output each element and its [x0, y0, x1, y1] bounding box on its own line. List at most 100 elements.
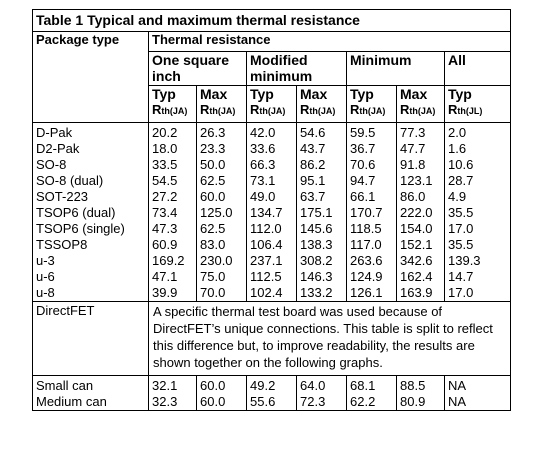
value-cell: 62.5 [196, 173, 247, 189]
value-cell: 49.0 [246, 189, 297, 205]
value-cell: 73.1 [246, 173, 297, 189]
value-cell: 123.1 [396, 173, 445, 189]
value-cell: 134.7 [246, 205, 297, 221]
table-row: SO-8 (dual) 54.5 62.5 73.1 95.1 94.7 123.1 28.7 [32, 173, 512, 189]
value-cell: 20.2 [148, 122, 197, 141]
value-cell: 17.0 [443, 221, 512, 237]
value-cell: 28.7 [443, 173, 512, 189]
value-cell: 4.9 [443, 189, 512, 205]
value-cell: 125.0 [196, 205, 247, 221]
value-cell: 43.7 [296, 141, 347, 157]
value-cell: 237.1 [246, 253, 297, 269]
table-row: SO-8 33.5 50.0 66.3 86.2 70.6 91.8 10.6 [32, 157, 512, 173]
thermal-resistance-table: Table 1 Typical and maximum thermal resi… [31, 9, 512, 411]
value-cell: 62.5 [196, 221, 247, 237]
package-name: SO-8 (dual) [32, 173, 149, 189]
typ-header: Typ Rth(JL) [443, 85, 512, 123]
value-cell: 162.4 [396, 269, 445, 285]
value-cell: 91.8 [396, 157, 445, 173]
table-title: Table 1 Typical and maximum thermal resi… [31, 9, 512, 32]
table-row: u-6 47.1 75.0 112.5 146.3 124.9 162.4 14.7 [32, 269, 512, 285]
value-cell: 175.1 [296, 205, 347, 221]
value-cell: 70.0 [196, 285, 247, 302]
value-cell: 68.1 [346, 375, 397, 394]
value-cell: 32.1 [148, 375, 197, 394]
value-cell: 95.1 [296, 173, 347, 189]
value-cell: 263.6 [346, 253, 397, 269]
value-cell: 60.9 [148, 237, 197, 253]
value-cell: 88.5 [396, 375, 445, 394]
value-cell: NA [443, 375, 512, 394]
value-cell: 33.5 [148, 157, 197, 173]
value-cell: 72.3 [296, 394, 347, 411]
table-row: TSOP6 (single) 47.3 62.5 112.0 145.6 118.5 154… [32, 221, 512, 237]
group-header-all: All [443, 51, 512, 86]
value-cell: 60.0 [196, 189, 247, 205]
value-cell: 54.5 [148, 173, 197, 189]
value-cell: 59.5 [346, 122, 397, 141]
table-row: D2-Pak 18.0 23.3 33.6 43.7 36.7 47.7 1.6 [32, 141, 512, 157]
value-cell: 138.3 [296, 237, 347, 253]
max-header: Max Rth(JA) [396, 85, 445, 123]
package-name: SOT-223 [32, 189, 149, 205]
value-cell: 77.3 [396, 122, 445, 141]
value-cell: 63.7 [296, 189, 347, 205]
group-header-minimum: Minimum [346, 51, 445, 86]
table-row: Small can 32.1 60.0 49.2 64.0 68.1 88.5 NA [32, 375, 512, 394]
value-cell: 126.1 [346, 285, 397, 302]
package-name: D-Pak [32, 122, 149, 141]
package-name: Medium can [32, 394, 149, 411]
value-cell: 83.0 [196, 237, 247, 253]
group-header-modified-minimum: Modified minimum [246, 51, 347, 86]
value-cell: 64.0 [296, 375, 347, 394]
value-cell: 47.7 [396, 141, 445, 157]
value-cell: 70.6 [346, 157, 397, 173]
value-cell: 62.2 [346, 394, 397, 411]
package-name: TSOP6 (dual) [32, 205, 149, 221]
value-cell: 60.0 [196, 394, 247, 411]
table-row: TSOP6 (dual) 73.4 125.0 134.7 175.1 170.7 222.… [32, 205, 512, 221]
table-row: u-8 39.9 70.0 102.4 133.2 126.1 163.9 17.0 [32, 285, 512, 302]
value-cell: 73.4 [148, 205, 197, 221]
max-header: Max Rth(JA) [196, 85, 247, 123]
table-row: TSSOP8 60.9 83.0 106.4 138.3 117.0 152.1 35.5 [32, 237, 512, 253]
value-cell: 118.5 [346, 221, 397, 237]
value-cell: 50.0 [196, 157, 247, 173]
value-cell: 17.0 [443, 285, 512, 302]
value-cell: 169.2 [148, 253, 197, 269]
table-row: D-Pak 20.2 26.3 42.0 54.6 59.5 77.3 2.0 [32, 122, 512, 141]
value-cell: 342.6 [396, 253, 445, 269]
value-cell: 75.0 [196, 269, 247, 285]
value-cell: 66.3 [246, 157, 297, 173]
value-cell: 86.2 [296, 157, 347, 173]
value-cell: 14.7 [443, 269, 512, 285]
value-cell: 47.1 [148, 269, 197, 285]
value-cell: 35.5 [443, 237, 512, 253]
typ-header: Typ Rth(JA) [148, 85, 197, 123]
package-type-header: Package type [32, 31, 149, 123]
value-cell: 27.2 [148, 189, 197, 205]
value-cell: 47.3 [148, 221, 197, 237]
value-cell: 54.6 [296, 122, 347, 141]
table-row: u-3 169.2 230.0 237.1 308.2 263.6 342.6 139.3 [32, 253, 512, 269]
value-cell: 146.3 [296, 269, 347, 285]
value-cell: 154.0 [396, 221, 445, 237]
directfet-note: A specific thermal test board was used b… [147, 301, 512, 376]
typ-header: Typ Rth(JA) [346, 85, 397, 123]
value-cell: 66.1 [346, 189, 397, 205]
value-cell: 36.7 [346, 141, 397, 157]
value-cell: 163.9 [396, 285, 445, 302]
value-cell: 133.2 [296, 285, 347, 302]
value-cell: 124.9 [346, 269, 397, 285]
table-row: SOT-223 27.2 60.0 49.0 63.7 66.1 86.0 4.9 [32, 189, 512, 205]
package-name: u-6 [32, 269, 149, 285]
value-cell: 86.0 [396, 189, 445, 205]
value-cell: 222.0 [396, 205, 445, 221]
value-cell: 94.7 [346, 173, 397, 189]
value-cell: 102.4 [246, 285, 297, 302]
package-name: SO-8 [32, 157, 149, 173]
value-cell: 145.6 [296, 221, 347, 237]
value-cell: 32.3 [148, 394, 197, 411]
value-cell: 49.2 [246, 375, 297, 394]
package-name: Small can [32, 375, 149, 394]
